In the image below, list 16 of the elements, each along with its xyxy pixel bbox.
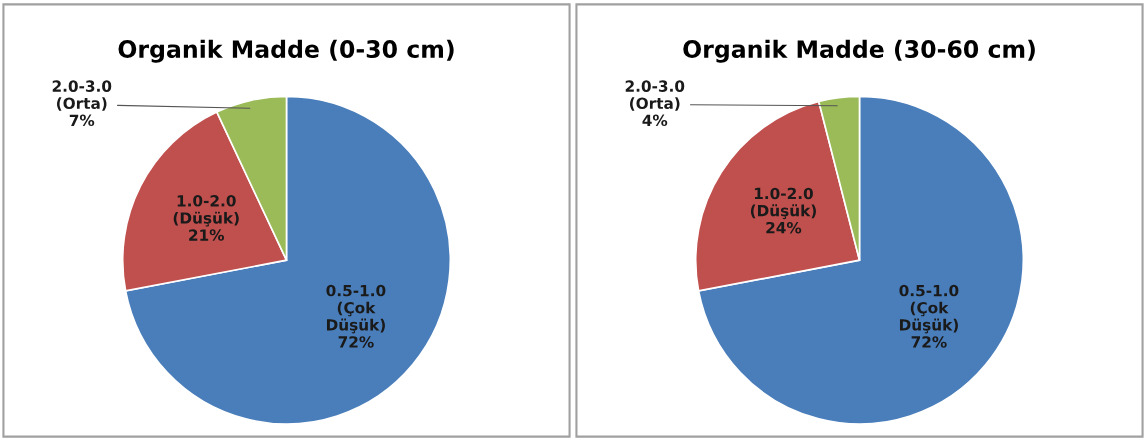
data-label: 24%	[766, 221, 802, 234]
data-label: 72%	[911, 336, 947, 348]
slice-label: 0.5-1.0 (Çok Düşük)	[326, 284, 386, 334]
slice-label: 0.5-1.0 (Çok Düşük)	[899, 284, 959, 334]
slice-label: 1.0-2.0 (Düşük)	[173, 195, 239, 227]
data-label: 21%	[189, 229, 225, 241]
slice-label: 2.0-3.0 (Orta)	[52, 80, 112, 111]
pie-slice	[697, 95, 1025, 425]
data-label: 72%	[338, 336, 374, 348]
chart-title: Organik Madde (0-30 cm)	[118, 39, 454, 63]
data-label: 4%	[642, 114, 668, 127]
pie-slice	[124, 95, 452, 425]
chart-title: Organik Madde (30-60 cm)	[683, 39, 1035, 63]
slice-label: 1.0-2.0 (Düşük)	[750, 187, 816, 220]
data-label: 7%	[69, 114, 95, 127]
slice-label: 2.0-3.0 (Orta)	[625, 80, 685, 111]
